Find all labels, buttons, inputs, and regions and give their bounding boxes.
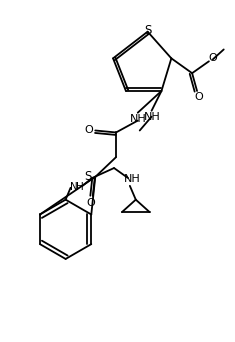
Text: O: O xyxy=(195,92,204,102)
Text: NH: NH xyxy=(123,174,140,184)
Text: O: O xyxy=(86,198,95,208)
Text: H: H xyxy=(76,182,83,192)
Text: S: S xyxy=(144,24,151,37)
Text: NH: NH xyxy=(144,111,161,122)
Text: O: O xyxy=(208,53,217,63)
Text: N: N xyxy=(70,182,77,192)
Text: O: O xyxy=(84,126,93,135)
Text: NH: NH xyxy=(130,114,147,123)
Text: S: S xyxy=(85,170,92,183)
